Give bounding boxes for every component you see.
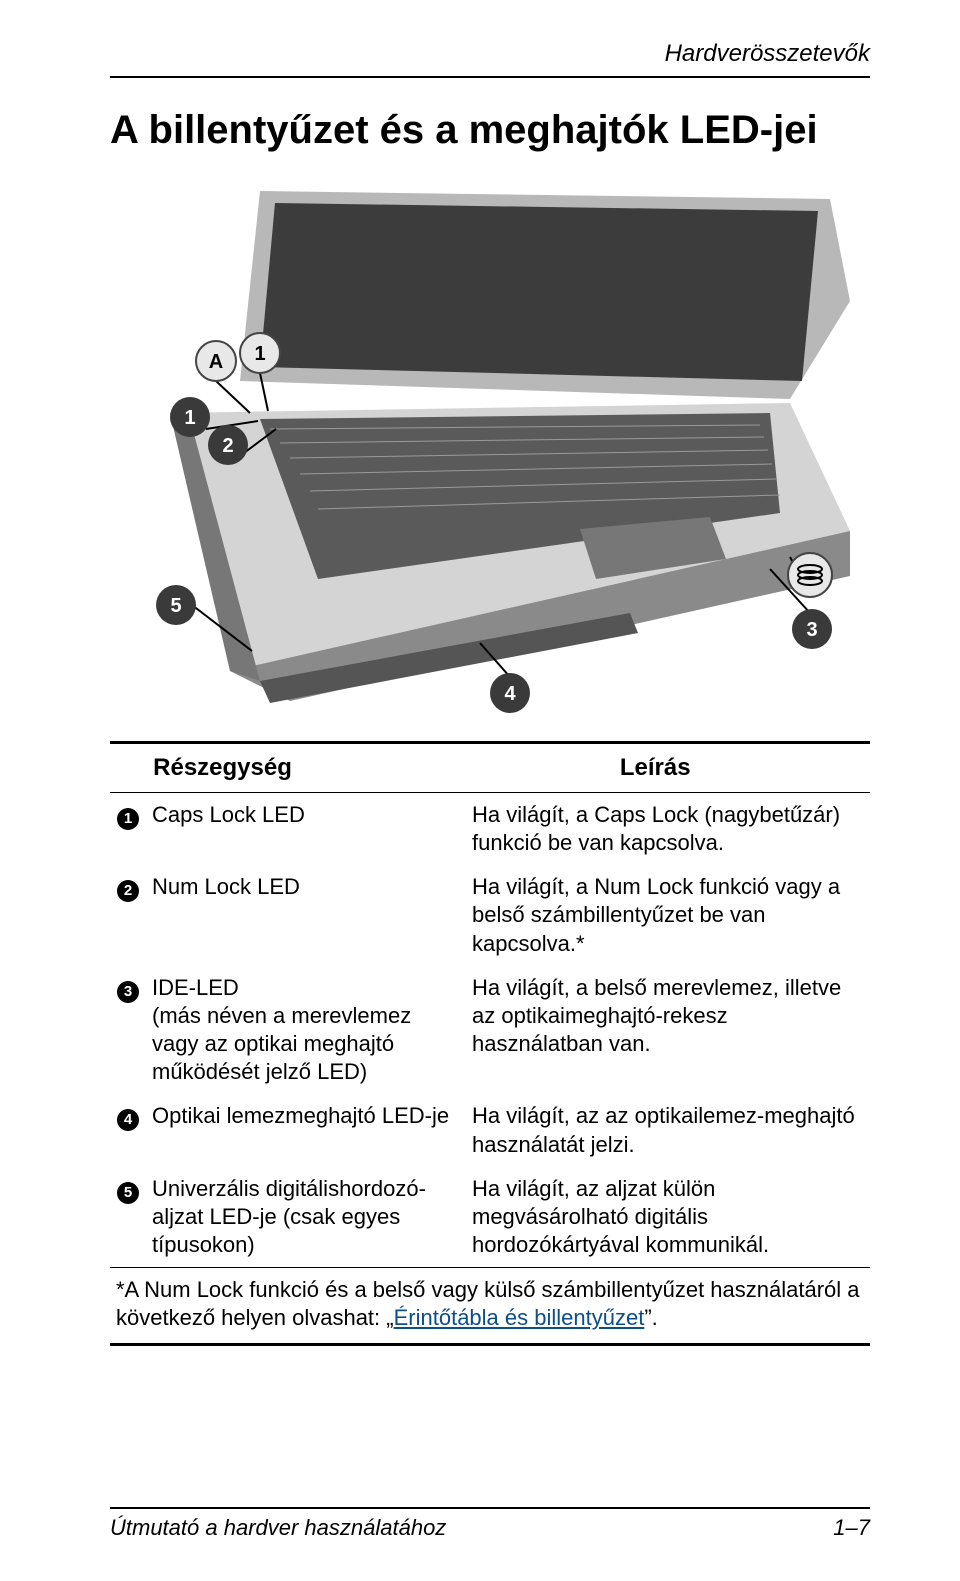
diagram-callout: 1 (240, 333, 280, 373)
component-cell: Caps Lock LED (146, 793, 466, 865)
footer-rule (110, 1507, 870, 1509)
table-row: 2 Num Lock LEDHa világít, a Num Lock funk… (110, 865, 870, 965)
table-row: 3 IDE-LED(más néven a merevlemez vagy az … (110, 966, 870, 1095)
svg-text:1: 1 (254, 343, 265, 365)
disc-stack-icon (788, 553, 832, 597)
svg-text:5: 5 (170, 595, 181, 617)
component-cell: IDE-LED(más néven a merevlemez vagy az o… (146, 966, 466, 1095)
diagram-callout: 5 (156, 585, 196, 625)
diagram-callout: 3 (792, 609, 832, 649)
svg-text:A: A (209, 351, 223, 373)
footer-left: Útmutató a hardver használatához (110, 1515, 446, 1541)
col-header-description: Leírás (614, 744, 870, 792)
number-circle-icon: 5 (117, 1182, 139, 1204)
row-number: 2 (110, 865, 146, 965)
number-circle-icon: 3 (117, 981, 139, 1003)
row-number: 1 (110, 793, 146, 865)
description-cell: Ha világít, a Num Lock funkció vagy a be… (466, 865, 870, 965)
page-header-title: Hardverösszetevők (110, 40, 870, 68)
laptop-svg: A 1 1 2 5 4 3 (110, 181, 870, 721)
col-header-component: Részegység (147, 744, 614, 792)
description-cell: Ha világít, az az optikailemez-meghajtó … (466, 1094, 870, 1166)
led-table: Részegység Leírás 1Caps Lock LEDHa világ… (110, 741, 870, 1346)
header-rule (110, 76, 870, 78)
table-footnote: *A Num Lock funkció és a belső vagy küls… (110, 1268, 870, 1342)
svg-text:3: 3 (806, 619, 817, 641)
row-number: 4 (110, 1094, 146, 1166)
svg-text:1: 1 (184, 407, 195, 429)
number-circle-icon: 2 (117, 880, 139, 902)
table-row: 4 Optikai lemezmeghajtó LED-jeHa világít,… (110, 1094, 870, 1166)
laptop-diagram: A 1 1 2 5 4 3 (110, 181, 870, 721)
description-cell: Ha világít, a Caps Lock (nagybetűzár) fu… (466, 793, 870, 865)
table-bottom-rule (110, 1343, 870, 1346)
main-heading: A billentyűzet és a meghajtók LED-jei (110, 108, 870, 153)
footnote-post: ”. (644, 1305, 657, 1330)
footnote-link[interactable]: Érintőtábla és billentyűzet (394, 1305, 645, 1330)
component-cell: Optikai lemezmeghajtó LED-je (146, 1094, 466, 1166)
svg-text:4: 4 (504, 683, 516, 705)
component-cell: Univerzális digitálishordozó-aljzat LED-… (146, 1167, 466, 1267)
footer-right: 1–7 (833, 1515, 870, 1541)
number-circle-icon: 1 (117, 808, 139, 830)
table-row: 1 Caps Lock LEDHa világít, a Caps Lock (n… (110, 793, 870, 865)
svg-text:2: 2 (222, 435, 233, 457)
component-cell: Num Lock LED (146, 865, 466, 965)
diagram-callout: A (196, 341, 236, 381)
table-row: 5 Univerzális digitálishordozó-aljzat LED… (110, 1167, 870, 1267)
number-circle-icon: 4 (117, 1109, 139, 1131)
diagram-callout: 2 (208, 425, 248, 465)
diagram-callout: 1 (170, 397, 210, 437)
diagram-callout: 4 (490, 673, 530, 713)
description-cell: Ha világít, az aljzat külön megvásárolha… (466, 1167, 870, 1267)
row-number: 5 (110, 1167, 146, 1267)
page-footer: Útmutató a hardver használatához 1–7 (110, 1507, 870, 1541)
description-cell: Ha világít, a belső merevlemez, illetve … (466, 966, 870, 1095)
row-number: 3 (110, 966, 146, 1095)
